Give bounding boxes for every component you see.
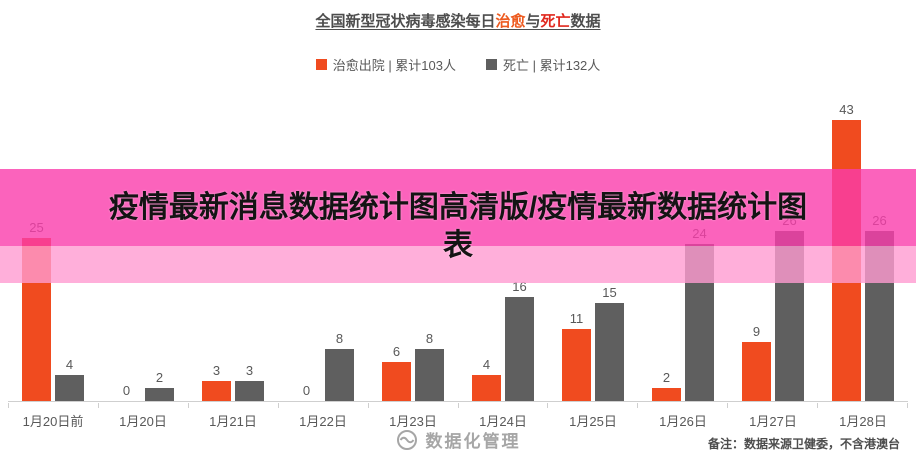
chart-title-prefix: 全国新型冠状病毒感染每日 — [315, 13, 496, 30]
death-bar — [595, 303, 624, 401]
banner-title-line1: 疫情最新消息数据统计图高清版/疫情最新数据统计图 — [108, 191, 808, 224]
legend-swatch-death-icon — [486, 59, 497, 70]
value-label: 0 — [122, 383, 131, 398]
value-label: 3 — [212, 363, 221, 379]
cured-bar — [382, 361, 411, 401]
axis-tick — [279, 403, 369, 408]
value-label: 2 — [662, 369, 671, 385]
axis-tick — [189, 403, 279, 408]
legend-item-death: 死亡 | 累计132人 — [486, 55, 600, 74]
banner-title-line2: 表 — [443, 229, 473, 262]
legend-item-cured: 治愈出院 | 累计103人 — [315, 55, 456, 74]
death-bar-wrap: 8 — [325, 331, 354, 401]
death-bar-wrap: 15 — [595, 285, 624, 401]
cured-bar — [562, 329, 591, 401]
axis-tick — [818, 403, 909, 408]
watermark-logo-icon — [396, 429, 417, 450]
banner-title: 疫情最新消息数据统计图高清版/疫情最新数据统计图 表 — [0, 169, 916, 283]
axis-tick — [99, 403, 189, 408]
value-label: 8 — [425, 330, 434, 346]
death-bar-wrap: 4 — [55, 357, 84, 401]
chart-title-death-highlight: 死亡 — [540, 13, 571, 30]
axis-tick — [369, 403, 459, 408]
death-bar — [145, 387, 174, 401]
banner-band-bottom — [0, 246, 916, 283]
category-label: 1月25日 — [569, 414, 617, 429]
death-bar-wrap: 3 — [235, 363, 264, 401]
legend-swatch-cured-icon — [315, 59, 327, 70]
cured-bar-wrap: 6 — [382, 344, 411, 401]
watermark: 数据化管理 — [0, 427, 916, 452]
chart-title: 全国新型冠状病毒感染每日治愈与死亡数据 — [0, 10, 916, 31]
cured-bar-wrap: 0 — [112, 383, 141, 401]
death-bar — [55, 374, 84, 401]
chart-title-cured-highlight: 治愈 — [495, 13, 526, 30]
death-bar-wrap: 2 — [145, 370, 174, 401]
death-bar — [235, 381, 264, 401]
category-axis: 1月20日前 1月20日 1月21日 1月22日 1月23日 1月24日 1月25日 1月26… — [8, 411, 908, 430]
axis-tick — [728, 403, 819, 408]
cured-bar-wrap: 11 — [562, 311, 591, 401]
legend-label-cured: 治愈出院 | 累计103人 — [332, 58, 456, 73]
cured-bar-wrap: 0 — [292, 383, 321, 401]
cured-bar — [652, 387, 681, 401]
category-label: 1月26日 — [659, 414, 707, 429]
banner-band-top — [0, 169, 916, 246]
death-bar-wrap: 8 — [415, 331, 444, 401]
legend-label-death: 死亡 | 累计132人 — [503, 58, 601, 73]
value-label: 2 — [155, 369, 164, 385]
source-footnote: 备注：数据来源卫健委，不含港澳台 — [707, 437, 900, 451]
chart-title-suffix: 数据 — [570, 13, 601, 30]
category-label: 1月23日 — [389, 414, 437, 429]
cured-bar-wrap: 2 — [652, 370, 681, 401]
cured-bar-wrap: 4 — [472, 357, 501, 401]
axis-tick — [8, 403, 99, 408]
death-bar — [415, 348, 444, 401]
value-label: 3 — [245, 363, 254, 379]
value-label: 4 — [65, 356, 74, 372]
category-label: 1月20日 — [119, 414, 167, 429]
value-label: 0 — [302, 383, 311, 398]
cured-bar-wrap: 9 — [742, 324, 771, 401]
axis-tick — [459, 403, 549, 408]
cured-bar — [742, 342, 771, 401]
axis-tick — [638, 403, 729, 408]
value-label: 11 — [569, 311, 584, 327]
cured-bar — [472, 374, 501, 401]
cured-bar-wrap: 3 — [202, 363, 231, 401]
value-label: 8 — [335, 330, 344, 346]
category-label: 1月28日 — [839, 414, 887, 429]
category-label: 1月24日 — [479, 414, 527, 429]
value-label: 9 — [752, 324, 761, 340]
category-label: 1月20日前 — [22, 414, 84, 429]
watermark-text: 数据化管理 — [425, 432, 521, 451]
value-label: 43 — [839, 102, 854, 118]
death-bar — [505, 296, 534, 401]
category-label: 1月21日 — [209, 414, 257, 429]
axis-tick — [548, 403, 639, 408]
death-bar-wrap: 16 — [505, 279, 534, 401]
value-label: 15 — [602, 285, 617, 300]
value-label: 6 — [392, 343, 401, 359]
cured-bar — [202, 381, 231, 401]
chart-title-and: 与 — [525, 13, 541, 30]
bar-group: 11 15 — [548, 95, 638, 401]
category-label: 1月22日 — [299, 414, 347, 429]
death-bar — [325, 348, 354, 401]
category-label: 1月27日 — [749, 414, 797, 429]
chart-legend: 治愈出院 | 累计103人 死亡 | 累计132人 — [0, 55, 916, 74]
value-label: 4 — [482, 356, 491, 372]
watermark-banner: 疫情最新消息数据统计图高清版/疫情最新数据统计图 表 — [0, 169, 916, 283]
axis-ticks — [8, 403, 909, 408]
